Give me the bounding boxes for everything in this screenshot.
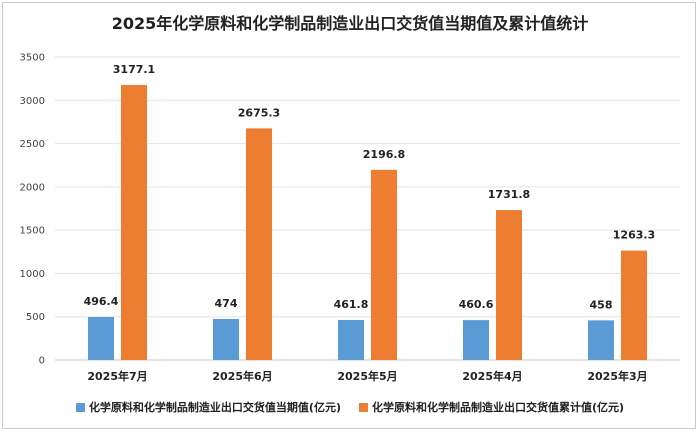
legend-item-current: 化学原料和化学制品制造业出口交货值当期值(亿元) xyxy=(75,399,341,415)
data-label: 1263.3 xyxy=(613,229,655,242)
bar xyxy=(121,84,147,360)
y-tick-label: 2500 xyxy=(20,139,45,150)
y-tick-label: 0 xyxy=(39,356,45,367)
y-tick-label: 2000 xyxy=(20,182,45,193)
bar xyxy=(213,318,239,360)
bar xyxy=(338,320,364,360)
x-tick-label: 2025年5月 xyxy=(337,369,397,383)
chart-title: 2025年化学原料和化学制品制造业出口交货值当期值及累计值统计 xyxy=(111,14,589,33)
data-label: 460.6 xyxy=(459,298,494,311)
data-label: 1731.8 xyxy=(488,188,530,201)
y-tick-label: 3500 xyxy=(20,53,45,64)
legend-label-cumulative: 化学原料和化学制品制造业出口交货值累计值(亿元) xyxy=(372,401,625,414)
y-tick-label: 500 xyxy=(26,312,45,323)
bar xyxy=(621,250,647,360)
bar xyxy=(588,320,614,360)
bar xyxy=(246,128,272,360)
data-label: 3177.1 xyxy=(113,63,155,76)
legend-swatch-cumulative xyxy=(359,402,368,412)
legend-swatch-current xyxy=(75,402,85,412)
y-tick-label: 1000 xyxy=(20,269,45,280)
chart-legend: 化学原料和化学制品制造业出口交货值当期值(亿元) 化学原料和化学制品制造业出口交… xyxy=(0,399,700,415)
x-tick-label: 2025年7月 xyxy=(87,369,147,383)
bar xyxy=(496,210,522,360)
data-label: 461.8 xyxy=(334,298,369,311)
data-label: 458 xyxy=(590,298,613,311)
legend-label-current: 化学原料和化学制品制造业出口交货值当期值(亿元) xyxy=(88,401,341,414)
x-tick-label: 2025年6月 xyxy=(212,369,272,383)
data-label: 2675.3 xyxy=(238,106,280,119)
bar xyxy=(371,169,397,360)
legend-item-cumulative: 化学原料和化学制品制造业出口交货值累计值(亿元) xyxy=(359,399,624,415)
data-label: 2196.8 xyxy=(363,148,405,161)
x-tick-label: 2025年3月 xyxy=(587,369,647,383)
bar xyxy=(463,320,489,360)
y-tick-label: 1500 xyxy=(20,226,45,237)
data-label: 496.4 xyxy=(84,295,119,308)
bar xyxy=(88,317,114,360)
x-tick-label: 2025年4月 xyxy=(462,369,522,383)
data-label: 474 xyxy=(215,297,238,310)
y-tick-label: 3000 xyxy=(20,96,45,107)
